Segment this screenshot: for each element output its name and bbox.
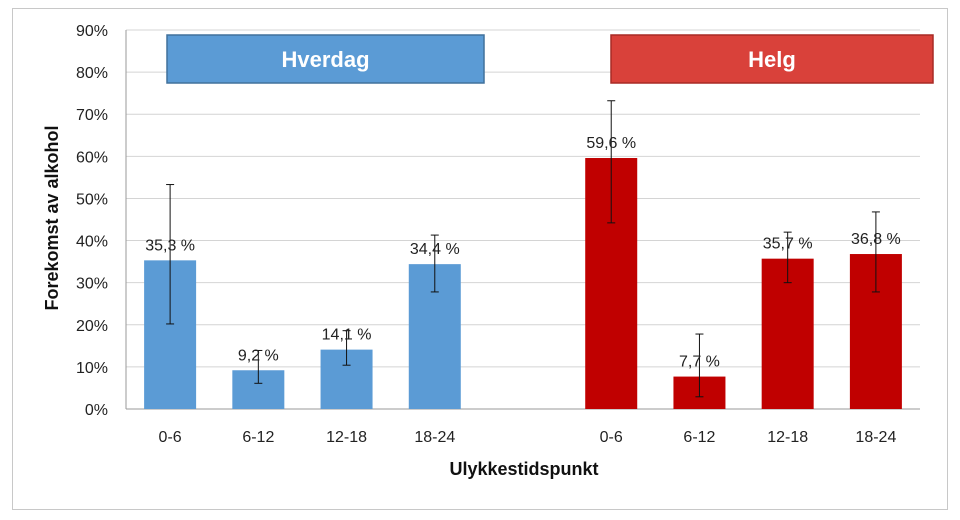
y-tick-label: 10% [76, 360, 108, 377]
y-tick-label: 60% [76, 149, 108, 166]
x-tick-label: 12-18 [326, 429, 367, 446]
data-label: 34,4 % [410, 241, 460, 258]
y-tick-label: 80% [76, 65, 108, 82]
x-axis-ticks: 0-6 6-12 12-18 18-24 0-6 6-12 12-18 18-24 [159, 429, 897, 446]
bars [144, 158, 902, 409]
data-label: 59,6 % [586, 135, 636, 152]
x-tick-label: 0-6 [159, 429, 182, 446]
data-label: 7,7 % [679, 354, 720, 371]
group-banners: Hverdag Helg [166, 34, 934, 84]
x-tick-label: 18-24 [414, 429, 455, 446]
banner-hverdag [166, 34, 485, 84]
x-tick-label: 6-12 [242, 429, 274, 446]
y-tick-label: 40% [76, 234, 108, 251]
data-label: 36,8 % [851, 231, 901, 248]
y-tick-label: 20% [76, 318, 108, 335]
y-axis-ticks: 0% 10% 20% 30% 40% 50% 60% 70% 80% 90% [76, 23, 108, 419]
banner-helg [610, 34, 934, 84]
y-tick-label: 0% [85, 402, 108, 419]
y-tick-label: 30% [76, 276, 108, 293]
banner-label: Hverdag [281, 47, 369, 72]
error-bars [166, 100, 880, 398]
x-tick-label: 6-12 [683, 429, 715, 446]
y-tick-label: 50% [76, 191, 108, 208]
x-tick-label: 18-24 [855, 429, 896, 446]
data-labels: 35,3 % 9,2 % 14,1 % 34,4 % 59,6 % 7,7 % 35,7 %… [145, 135, 901, 371]
data-label: 9,2 % [238, 347, 279, 364]
y-axis-title: Forekomst av alkohol [42, 125, 62, 310]
banner-label: Helg [748, 47, 796, 72]
data-label: 14,1 % [322, 327, 372, 344]
x-tick-label: 0-6 [600, 429, 623, 446]
x-axis-title: Ulykkestidspunkt [449, 459, 598, 479]
bar [761, 258, 814, 409]
x-tick-label: 12-18 [767, 429, 808, 446]
y-tick-label: 90% [76, 23, 108, 40]
data-label: 35,3 % [145, 237, 195, 254]
data-label: 35,7 % [763, 236, 813, 253]
y-tick-label: 70% [76, 107, 108, 124]
